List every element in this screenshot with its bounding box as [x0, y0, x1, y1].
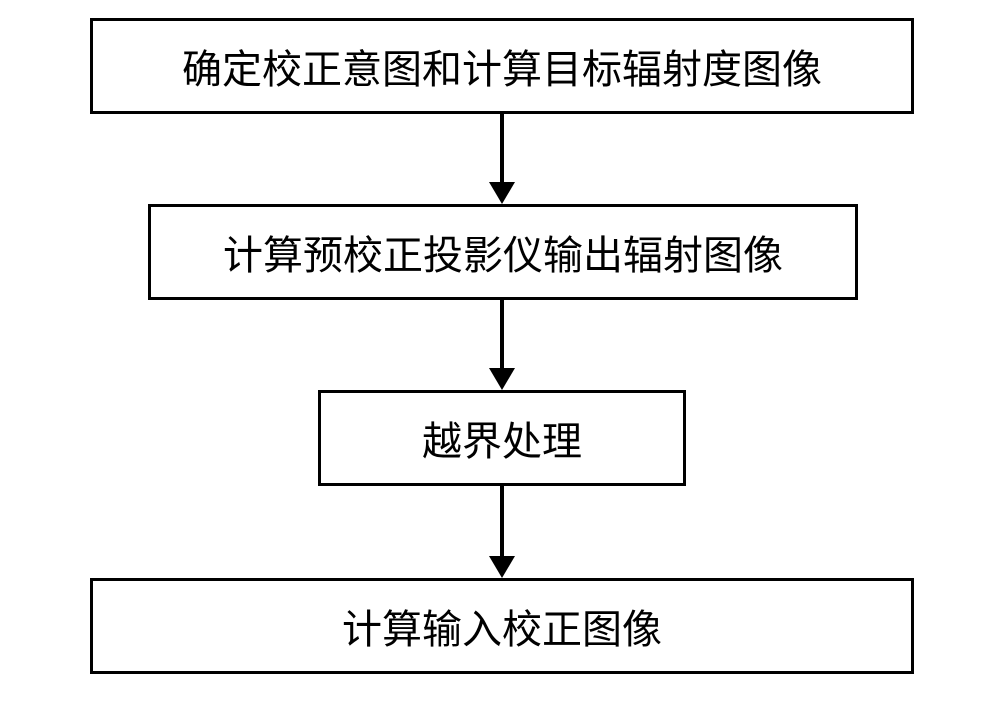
flow-arrow-head [489, 368, 515, 393]
flow-node-n3: 越界处理 [318, 390, 686, 486]
flow-arrow-head [489, 182, 515, 207]
flow-arrow-line [500, 114, 504, 182]
flow-node-label: 确定校正意图和计算目标辐射度图像 [182, 37, 822, 95]
flow-node-n1: 确定校正意图和计算目标辐射度图像 [90, 18, 914, 114]
flow-node-n4: 计算输入校正图像 [90, 578, 914, 674]
flow-node-label: 越界处理 [422, 409, 582, 467]
flow-node-label: 计算输入校正图像 [342, 597, 662, 655]
flow-arrow-line [500, 300, 504, 368]
flow-node-label: 计算预校正投影仪输出辐射图像 [223, 223, 783, 281]
flow-node-n2: 计算预校正投影仪输出辐射图像 [148, 204, 858, 300]
flowchart-canvas: 确定校正意图和计算目标辐射度图像计算预校正投影仪输出辐射图像越界处理计算输入校正… [0, 0, 1008, 701]
flow-arrow-head [489, 556, 515, 581]
flow-arrow-line [500, 486, 504, 556]
